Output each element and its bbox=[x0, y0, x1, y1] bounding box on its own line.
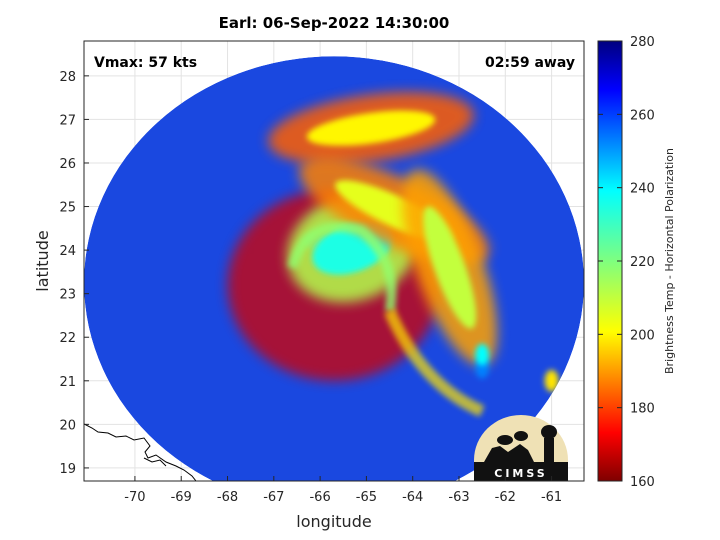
x-tick-label: -69 bbox=[171, 490, 192, 505]
y-tick-label: 25 bbox=[59, 201, 76, 216]
y-axis: 19 20 21 22 23 24 25 26 27 28 bbox=[59, 70, 89, 477]
outer-band bbox=[423, 206, 477, 329]
x-tick-label: -64 bbox=[402, 490, 423, 505]
eyewall-arc bbox=[287, 222, 397, 313]
x-tick-label: -66 bbox=[309, 490, 330, 505]
y-tick-label: 19 bbox=[59, 462, 76, 477]
x-axis-label: longitude bbox=[296, 512, 371, 531]
y-tick-label: 24 bbox=[59, 244, 76, 259]
vmax-label: Vmax: 57 kts bbox=[94, 55, 197, 71]
y-tick-label: 21 bbox=[59, 375, 76, 390]
y-tick-label: 27 bbox=[59, 113, 76, 128]
colorbar-label: Brightness Temp - Horizontal Polarizatio… bbox=[663, 148, 676, 374]
coastline bbox=[143, 457, 167, 467]
x-tick-label: -63 bbox=[448, 490, 469, 505]
logo-text: CIMSS bbox=[494, 467, 547, 480]
cimss-logo: CIMSS bbox=[474, 415, 568, 481]
x-tick-label: -67 bbox=[263, 490, 284, 505]
scan-layer bbox=[84, 56, 584, 481]
axes-frame bbox=[83, 40, 585, 482]
y-tick-label: 26 bbox=[59, 157, 76, 172]
y-axis-label: latitude bbox=[33, 230, 52, 291]
x-tick-label: -61 bbox=[541, 490, 562, 505]
x-tick-label: -70 bbox=[124, 490, 145, 505]
colorbar-tick-label: 160 bbox=[630, 475, 655, 490]
spiral-band bbox=[384, 308, 485, 417]
colorbar-tick-label: 240 bbox=[630, 182, 655, 197]
x-axis: -70 -69 -68 -67 -66 -65 -64 -63 -62 -61 bbox=[124, 476, 562, 505]
convective-cell bbox=[544, 369, 559, 392]
y-tick-label: 23 bbox=[59, 288, 76, 303]
y-tick-label: 20 bbox=[59, 418, 76, 433]
convective-cell bbox=[475, 343, 490, 366]
colorbar-tick-label: 200 bbox=[630, 328, 655, 343]
colorbar-tick-label: 220 bbox=[630, 255, 655, 270]
x-tick-label: -68 bbox=[217, 490, 238, 505]
colorbar-ticks: 160 180 200 220 240 260 280 bbox=[598, 35, 655, 490]
coastline bbox=[84, 423, 197, 481]
y-tick-label: 28 bbox=[59, 70, 76, 85]
time-away-label: 02:59 away bbox=[485, 55, 575, 71]
feature-layer bbox=[227, 91, 559, 417]
x-tick-label: -62 bbox=[495, 490, 516, 505]
colorbar-tick-label: 260 bbox=[630, 108, 655, 123]
colorbar-tick-label: 180 bbox=[630, 402, 655, 417]
chart-title: Earl: 06-Sep-2022 14:30:00 bbox=[219, 14, 450, 32]
colorbar-tick-label: 280 bbox=[630, 35, 655, 50]
outer-band bbox=[306, 110, 436, 146]
y-tick-label: 22 bbox=[59, 331, 76, 346]
x-tick-label: -65 bbox=[356, 490, 377, 505]
